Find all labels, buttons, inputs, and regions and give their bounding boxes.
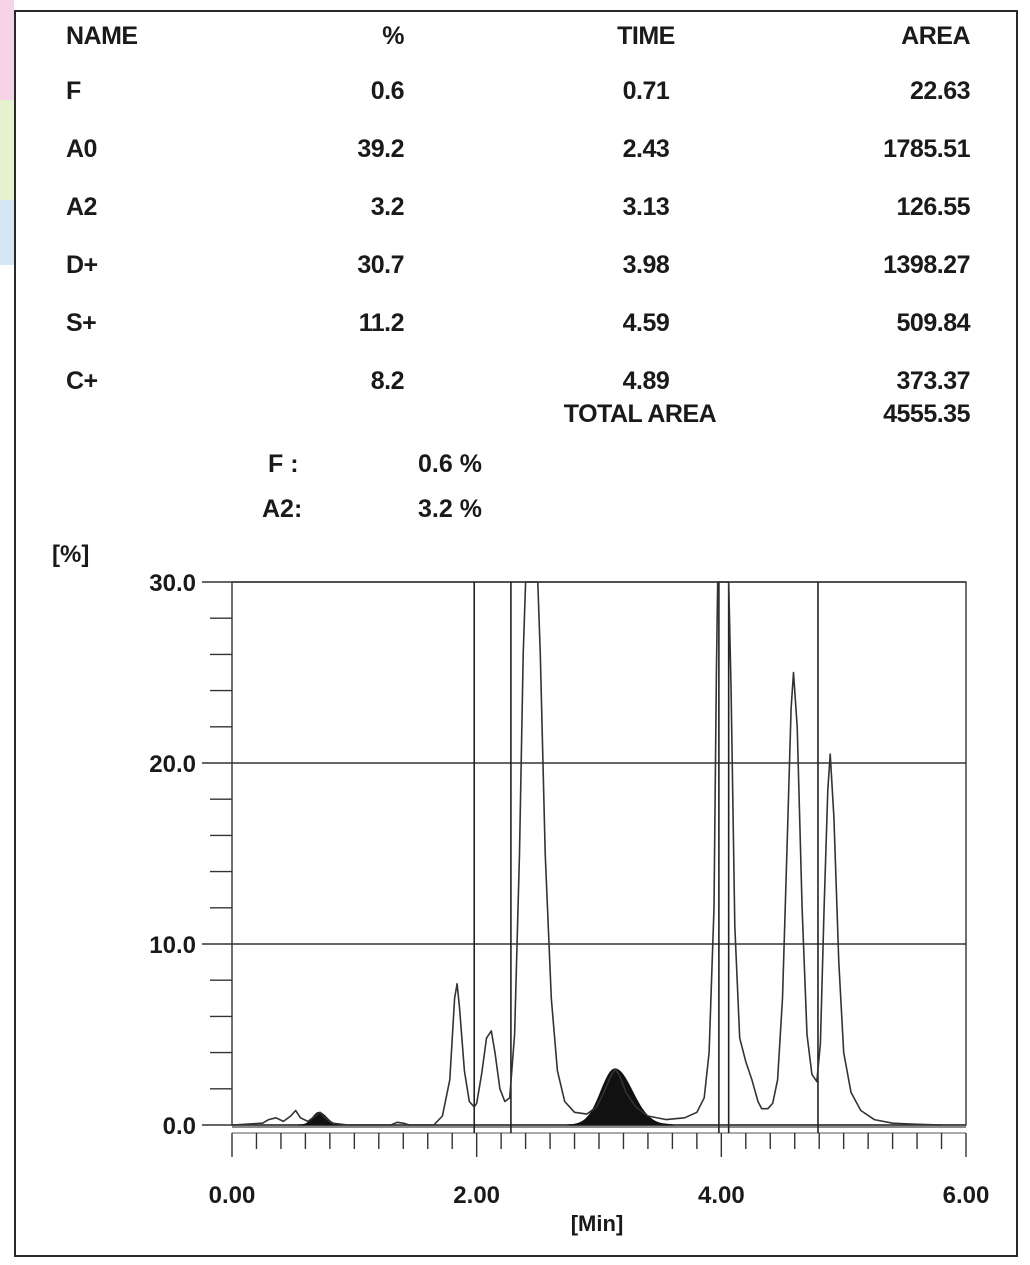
row-area: 1785.51 [883, 135, 970, 163]
row-area: 373.37 [896, 367, 971, 395]
row-area: 126.55 [896, 193, 971, 221]
background-decoration [0, 0, 14, 265]
y-tick-label: 30.0 [149, 570, 196, 597]
series [231, 581, 942, 1126]
shaded-peaks [297, 1068, 674, 1126]
summary-a2-value: 3.2 % [418, 495, 482, 523]
row-percent: 30.7 [357, 251, 404, 279]
grid [231, 581, 967, 1134]
row-name: F [66, 77, 81, 105]
header-time: TIME [617, 22, 675, 50]
y-tick-label: 20.0 [149, 751, 196, 778]
header-name: NAME [66, 22, 138, 50]
total-area-label: TOTAL AREA [563, 400, 717, 428]
x-axis-label: [Min] [571, 1211, 624, 1236]
row-percent: 39.2 [357, 135, 404, 163]
summary-a2-label: A2: [262, 495, 303, 523]
row-time: 3.13 [622, 193, 670, 221]
x-tick-label: 2.00 [453, 1182, 500, 1209]
row-percent: 0.6 [370, 77, 405, 105]
summary-f-label: F : [268, 450, 299, 478]
row-time: 4.59 [622, 309, 670, 337]
x-tick-label: 4.00 [698, 1182, 745, 1209]
row-time: 0.71 [622, 77, 670, 105]
report-frame [14, 10, 1018, 1257]
row-time: 4.89 [622, 367, 670, 395]
row-time: 2.43 [622, 135, 670, 163]
row-percent: 8.2 [370, 367, 405, 395]
row-name: S+ [66, 309, 97, 337]
axis-ticks [202, 581, 967, 1157]
axis-labels: 0.0 10.0 20.0 30.0 0.00 2.00 4.00 6.00 [%] [Min] [52, 541, 989, 1236]
summary-f-value: 0.6 % [418, 450, 482, 478]
row-time: 3.98 [622, 251, 670, 279]
row-area: 22.63 [909, 77, 971, 105]
row-area: 1398.27 [883, 251, 970, 279]
y-tick-label: 0.0 [163, 1113, 196, 1140]
row-name: C+ [66, 367, 98, 395]
plot-frame [231, 581, 967, 1126]
header-area: AREA [901, 22, 970, 50]
row-name: D+ [66, 251, 98, 279]
row-percent: 11.2 [358, 309, 405, 337]
peak-markers [473, 582, 819, 1133]
row-percent: 3.2 [370, 193, 405, 221]
y-axis-label: [%] [52, 541, 89, 568]
x-tick-label: 0.00 [209, 1182, 256, 1209]
row-area: 509.84 [896, 309, 971, 337]
y-tick-label: 10.0 [149, 932, 196, 959]
x-tick-label: 6.00 [943, 1182, 990, 1209]
row-name: A0 [66, 135, 97, 163]
series-line [231, 581, 942, 1126]
total-area-value: 4555.35 [883, 400, 970, 428]
header-percent: % [382, 22, 404, 50]
row-name: A2 [66, 193, 97, 221]
